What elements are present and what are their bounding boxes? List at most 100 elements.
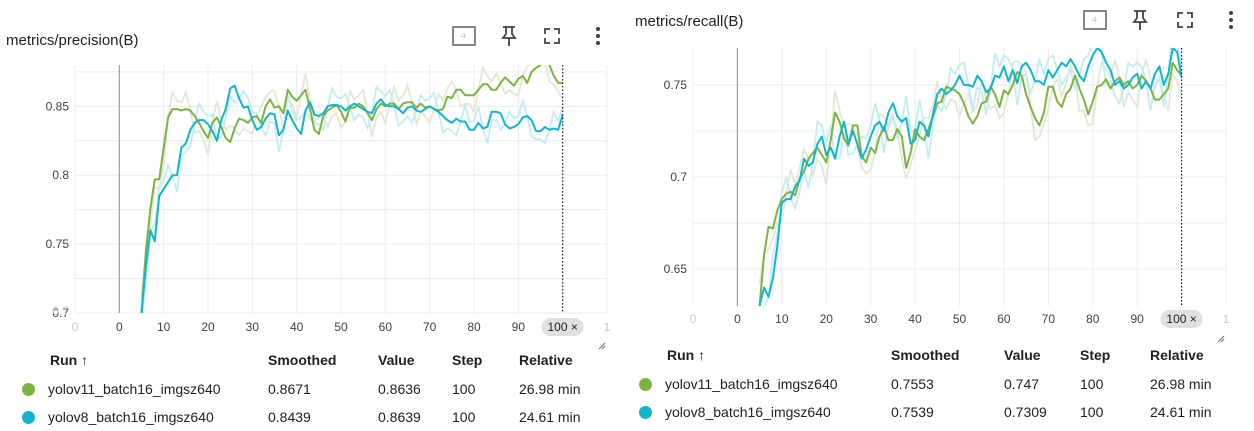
x-tick-label: 1: [1223, 312, 1230, 326]
smoothed-value: 0.7539: [891, 404, 934, 420]
y-tick-label: 0.75: [46, 237, 70, 251]
fullscreen-icon: [544, 28, 560, 44]
run-color-dot: [22, 411, 35, 424]
run-table: Run ↑ Smoothed Value Step Relative yolov…: [639, 340, 1250, 426]
smoothed-value: 0.7553: [891, 376, 934, 392]
fit-domain-icon: [1083, 10, 1107, 30]
table-row: yolov8_batch16_imgsz640 0.7539 0.7309 10…: [639, 398, 1250, 426]
x-tick-label: 10: [775, 312, 789, 326]
step-badge-label: 100 ×: [1166, 312, 1196, 326]
fit-domain-button[interactable]: [450, 22, 478, 50]
header-run[interactable]: Run ↑: [667, 347, 706, 363]
fullscreen-icon: [1177, 12, 1193, 28]
chart-card-precision: metrics/precision(B) 0.85 0.8 0.75 0.7 0.7 0 0…: [0, 0, 627, 428]
run-name: yolov8_batch16_imgsz640: [48, 409, 214, 425]
y-tick-label: 0.7: [670, 170, 687, 184]
precision-plot[interactable]: 0.850.80.750.70.70 0 10 20 30 40 50 60 70 80 90 110…: [0, 0, 627, 350]
fit-domain-icon: [452, 26, 476, 46]
fit-domain-button[interactable]: [1081, 6, 1109, 34]
step: 100: [452, 381, 476, 397]
more-options-button[interactable]: [1217, 6, 1245, 34]
header-value: Value: [378, 352, 415, 368]
table-row: yolov11_batch16_imgsz640 0.8671 0.8636 1…: [22, 375, 619, 403]
series-line[interactable]: [758, 61, 1183, 306]
x-tick-label: 30: [864, 312, 878, 326]
run-name: yolov8_batch16_imgsz640: [665, 404, 831, 420]
x-tick-label: 80: [467, 320, 481, 334]
fullscreen-button[interactable]: [538, 22, 566, 50]
header-relative: Relative: [519, 352, 573, 368]
run-color-dot: [22, 383, 35, 396]
more-vert-icon: [596, 27, 600, 45]
value: 0.8636: [378, 381, 421, 397]
run-table: Run ↑ Smoothed Value Step Relative yolov…: [22, 345, 619, 431]
x-tick-label: 60: [997, 312, 1011, 326]
step: 100: [1080, 404, 1104, 420]
series-line[interactable]: [140, 62, 563, 313]
chart-title: metrics/recall(B): [635, 13, 744, 30]
x-tick-label: 30: [246, 320, 260, 334]
pin-icon: [501, 26, 517, 46]
pin-button[interactable]: [495, 22, 523, 50]
step: 100: [1080, 376, 1104, 392]
recall-plot[interactable]: 0.75 0.7 0.65 0 0 10 20 30 40 50 60 70 80 90 1 100 ×: [627, 0, 1254, 350]
x-tick-label: 70: [1042, 312, 1056, 326]
x-tick-label: 90: [512, 320, 526, 334]
resize-handle-icon[interactable]: [1217, 335, 1225, 343]
y-tick-label: 0.65: [664, 262, 688, 276]
series-line[interactable]: [140, 84, 564, 313]
table-header: Run ↑ Smoothed Value Step Relative: [22, 345, 619, 375]
value: 0.747: [1004, 376, 1040, 392]
x-tick-label: 0: [72, 320, 79, 334]
header-relative: Relative: [1150, 347, 1204, 363]
smoothed-value: 0.8671: [268, 381, 311, 397]
step-badge[interactable]: 100 ×: [541, 318, 584, 336]
relative-time: 26.98 min: [519, 381, 581, 397]
relative-time: 24.61 min: [519, 409, 581, 425]
run-name: yolov11_batch16_imgsz640: [48, 381, 221, 397]
relative-time: 26.98 min: [1150, 376, 1212, 392]
y-tick-label: 0.75: [664, 78, 688, 92]
x-tick-label: 20: [201, 320, 215, 334]
x-tick-label: 0: [690, 312, 697, 326]
header-run[interactable]: Run ↑: [50, 352, 89, 368]
chart-card-recall: metrics/recall(B) 0.75 0.7 0.65 0 0 10 20 30 40 5…: [627, 0, 1254, 428]
header-smoothed: Smoothed: [891, 347, 960, 363]
header-smoothed: Smoothed: [268, 352, 337, 368]
step-badge[interactable]: 100 ×: [1160, 310, 1203, 328]
x-tick-label: 40: [290, 320, 304, 334]
x-tick-label: 40: [908, 312, 922, 326]
x-tick-label: 70: [423, 320, 437, 334]
run-name: yolov11_batch16_imgsz640: [665, 376, 838, 392]
series-raw-line: [764, 48, 1183, 306]
resize-handle-icon[interactable]: [598, 342, 606, 350]
x-tick-label: 60: [379, 320, 393, 334]
series-raw-line: [141, 85, 564, 313]
run-color-dot: [639, 378, 652, 391]
x-tick-label: 0: [116, 320, 123, 334]
relative-time: 24.61 min: [1150, 404, 1212, 420]
pin-button[interactable]: [1126, 6, 1154, 34]
x-tick-label: 1: [604, 320, 611, 334]
step-badge-label: 100 ×: [547, 320, 577, 334]
x-tick-label: 10: [157, 320, 171, 334]
more-options-button[interactable]: [584, 22, 612, 50]
x-tick-label: 50: [334, 320, 348, 334]
smoothed-value: 0.8439: [268, 409, 311, 425]
step: 100: [452, 409, 476, 425]
fullscreen-button[interactable]: [1171, 6, 1199, 34]
header-value: Value: [1004, 347, 1041, 363]
run-color-dot: [639, 406, 652, 419]
x-tick-label: 0: [734, 312, 741, 326]
value: 0.8639: [378, 409, 421, 425]
table-header: Run ↑ Smoothed Value Step Relative: [639, 340, 1250, 370]
table-row: yolov11_batch16_imgsz640 0.7553 0.747 10…: [639, 370, 1250, 398]
header-step: Step: [1080, 347, 1111, 363]
x-tick-label: 50: [953, 312, 967, 326]
y-tick-label: 0.7: [52, 304, 69, 318]
y-tick-label: 0.85: [46, 99, 70, 113]
x-tick-label: 90: [1130, 312, 1144, 326]
value: 0.7309: [1004, 404, 1047, 420]
series-line[interactable]: [758, 48, 1183, 306]
header-step: Step: [452, 352, 483, 368]
